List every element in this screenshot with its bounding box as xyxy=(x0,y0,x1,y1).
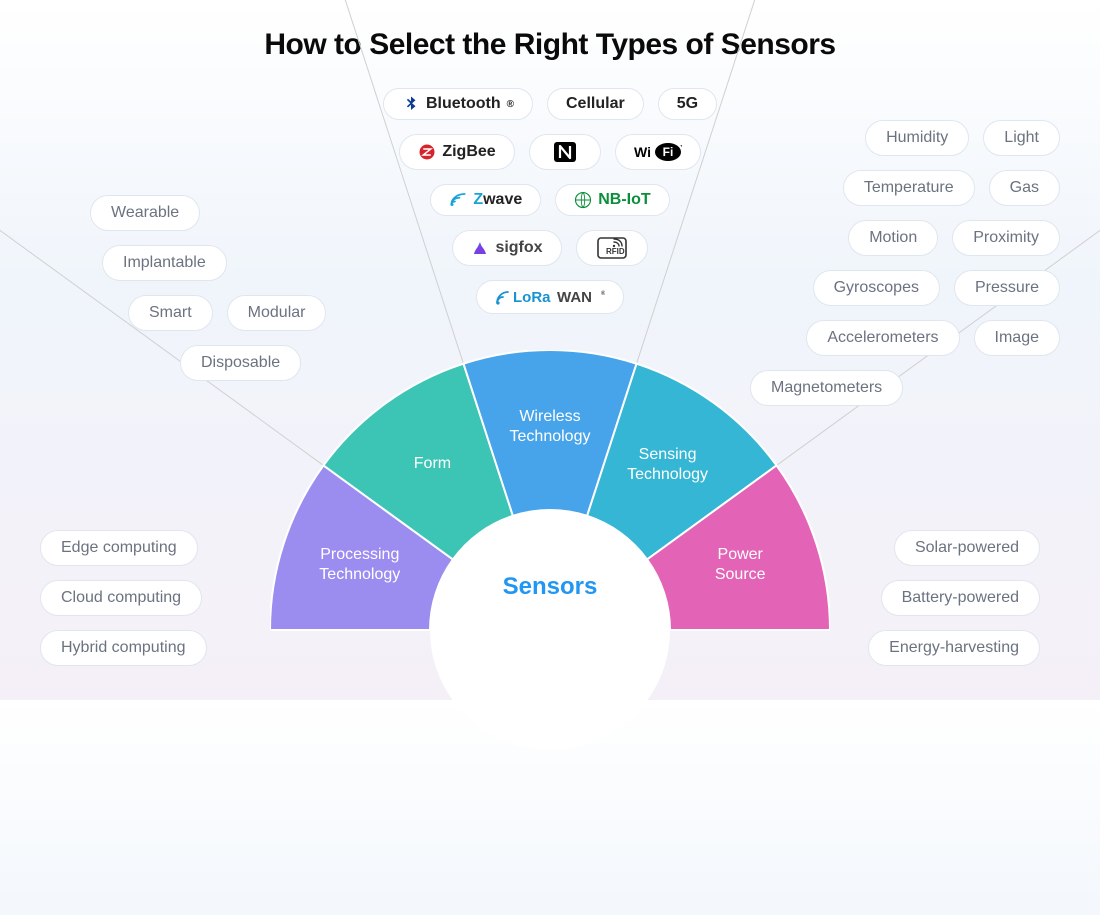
page-title: How to Select the Right Types of Sensors xyxy=(0,0,1100,62)
svg-text:RFID: RFID xyxy=(606,247,625,256)
sigfox-icon xyxy=(471,239,489,257)
zwave-icon xyxy=(449,191,467,209)
lorawan-icon: LoRa WAN ® xyxy=(495,287,605,307)
pill-modular: Modular xyxy=(227,295,327,331)
pill-cellular: Cellular xyxy=(547,88,644,120)
pill-bluetooth: Bluetooth® xyxy=(383,88,533,120)
pill-motion: Motion xyxy=(848,220,938,256)
pill-solar: Solar-powered xyxy=(894,530,1040,566)
svg-text:Wi: Wi xyxy=(634,144,651,160)
pill-implantable: Implantable xyxy=(102,245,227,281)
zigbee-icon xyxy=(418,143,436,161)
group-form: Wearable Implantable Smart Modular Dispo… xyxy=(90,195,370,395)
pill-zigbee: ZigBee xyxy=(399,134,514,170)
pill-sigfox: sigfox xyxy=(452,230,561,266)
svg-text:LoRa: LoRa xyxy=(513,289,551,306)
pill-hybrid: Hybrid computing xyxy=(40,630,207,666)
pill-energy: Energy-harvesting xyxy=(868,630,1040,666)
pill-nfc xyxy=(529,134,601,170)
pill-accelerometers: Accelerometers xyxy=(806,320,959,356)
pill-edge: Edge computing xyxy=(40,530,198,566)
pill-5g: 5G xyxy=(658,88,717,120)
pill-light: Light xyxy=(983,120,1060,156)
pill-zwave: Zwave xyxy=(430,184,541,216)
pill-lorawan: LoRa WAN ® xyxy=(476,280,624,314)
pill-rfid: RFID xyxy=(576,230,648,266)
pill-disposable: Disposable xyxy=(180,345,301,381)
pill-battery: Battery-powered xyxy=(881,580,1040,616)
pill-image: Image xyxy=(974,320,1060,356)
group-processing: Edge computing Cloud computing Hybrid co… xyxy=(40,530,207,680)
svg-text:WAN: WAN xyxy=(557,289,592,306)
svg-text:®: ® xyxy=(601,290,605,297)
pill-cloud: Cloud computing xyxy=(40,580,202,616)
group-power: Solar-powered Battery-powered Energy-har… xyxy=(868,530,1040,680)
pill-gyroscopes: Gyroscopes xyxy=(813,270,940,306)
pill-pressure: Pressure xyxy=(954,270,1060,306)
wifi-icon: Wi Fi ™ xyxy=(634,142,682,162)
pill-nbiot: NB-IoT xyxy=(555,184,669,216)
rfid-icon: RFID xyxy=(597,237,627,259)
pill-temperature: Temperature xyxy=(843,170,975,206)
pill-gas: Gas xyxy=(989,170,1060,206)
pill-proximity: Proximity xyxy=(952,220,1060,256)
bluetooth-icon xyxy=(402,95,420,113)
category-wheel: ProcessingTechnologyFormWirelessTechnolo… xyxy=(270,350,830,910)
nfc-icon xyxy=(552,141,578,163)
pill-wifi: Wi Fi ™ xyxy=(615,134,701,170)
svg-text:Form: Form xyxy=(414,455,451,472)
svg-text:™: ™ xyxy=(680,144,682,151)
pill-magnetometers: Magnetometers xyxy=(750,370,903,406)
pill-wearable: Wearable xyxy=(90,195,200,231)
svg-text:Sensors: Sensors xyxy=(503,573,598,600)
pill-humidity: Humidity xyxy=(865,120,969,156)
nbiot-icon xyxy=(574,191,592,209)
pill-smart: Smart xyxy=(128,295,213,331)
svg-text:Fi: Fi xyxy=(662,145,673,159)
group-sensing: Humidity Light Temperature Gas Motion Pr… xyxy=(740,120,1060,420)
